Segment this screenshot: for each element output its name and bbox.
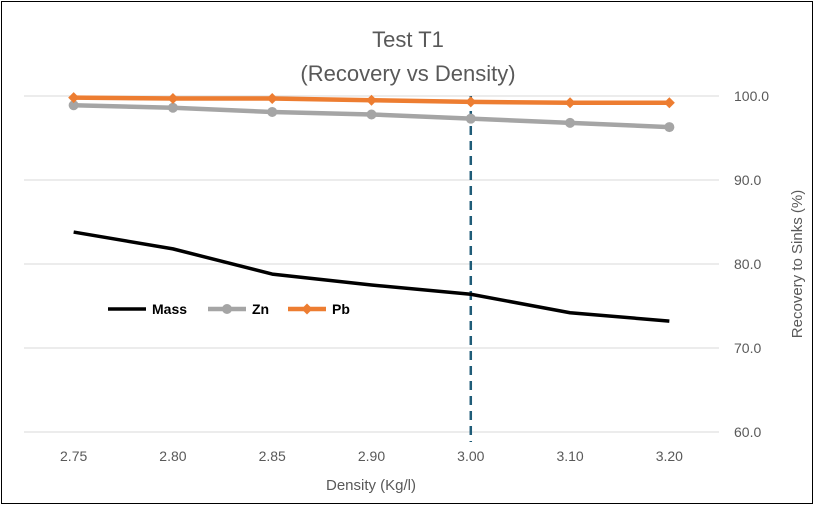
legend-label-zn: Zn [252,301,269,317]
y-tick-label: 100.0 [734,88,769,104]
y-tick-label: 80.0 [734,256,761,272]
point-zn [465,113,476,124]
x-tick-label: 2.75 [60,448,87,464]
point-pb [167,93,179,105]
point-zn [664,122,675,133]
legend-label-pb: Pb [332,301,350,317]
point-zn [167,102,178,113]
series-line-mass [73,230,670,323]
y-axis-title: Recovery to Sinks (%) [789,190,806,338]
point-pb [564,97,576,109]
x-axis-title: Density (Kg/l) [326,477,416,494]
legend-label-mass: Mass [152,301,187,317]
chart-title-line1: Test T1 [372,27,444,52]
x-tick-label: 3.10 [556,448,583,464]
x-tick-label: 2.80 [159,448,186,464]
point-pb [465,96,477,108]
point-pb [366,94,377,106]
y-tick-label: 70.0 [734,340,761,356]
legend: Mass Zn Pb [108,301,350,317]
chart-title-line2: (Recovery vs Density) [300,61,515,86]
point-zn [267,106,278,117]
point-zn [565,117,576,128]
y-tick-label: 60.0 [734,424,761,440]
y-tick-label: 90.0 [734,172,761,188]
x-tick-label: 3.20 [656,448,683,464]
point-pb [266,93,278,105]
point-zn [68,100,79,111]
point-zn [366,109,377,120]
legend-marker-pb [301,303,313,315]
legend-marker-zn [222,304,232,314]
point-pb [663,97,675,109]
point-pb [68,92,80,104]
x-tick-label: 3.00 [457,448,484,464]
x-tick-label: 2.85 [259,448,286,464]
x-tick-label: 2.90 [358,448,385,464]
